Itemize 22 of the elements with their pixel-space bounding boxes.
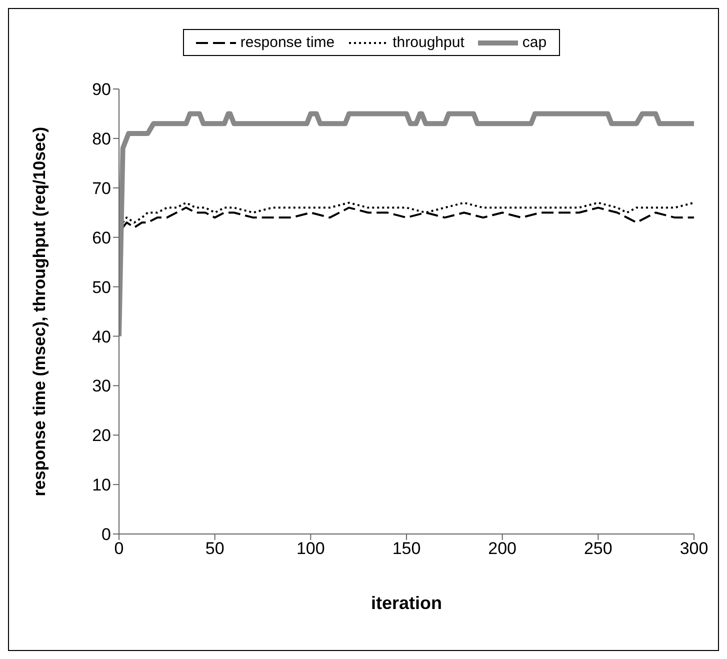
y-tick-label: 90 [92, 80, 111, 100]
legend-label: throughput [392, 34, 464, 51]
y-axis-title: response time (msec), throughput (req/10sec) [30, 126, 50, 496]
legend-label: response time [240, 34, 335, 51]
x-tick-label: 0 [114, 539, 124, 558]
legend-label: cap [522, 34, 547, 51]
x-tick-label: 150 [392, 539, 421, 558]
y-tick-label: 40 [92, 327, 111, 346]
y-tick-label: 20 [92, 426, 111, 446]
y-tick-label: 60 [92, 228, 111, 248]
x-tick-label: 50 [205, 539, 224, 558]
x-tick-label: 100 [296, 539, 325, 558]
y-tick-label: 50 [92, 278, 111, 297]
y-tick-label: 80 [92, 129, 111, 148]
x-tick-label: 200 [488, 539, 517, 558]
x-tick-label: 300 [680, 539, 708, 558]
y-tick-label: 30 [92, 376, 111, 396]
x-axis-title: iteration [370, 593, 442, 613]
x-tick-label: 250 [584, 539, 612, 558]
y-tick-label: 70 [92, 178, 111, 198]
y-tick-label: 0 [102, 525, 111, 544]
y-tick-label: 10 [92, 476, 111, 495]
